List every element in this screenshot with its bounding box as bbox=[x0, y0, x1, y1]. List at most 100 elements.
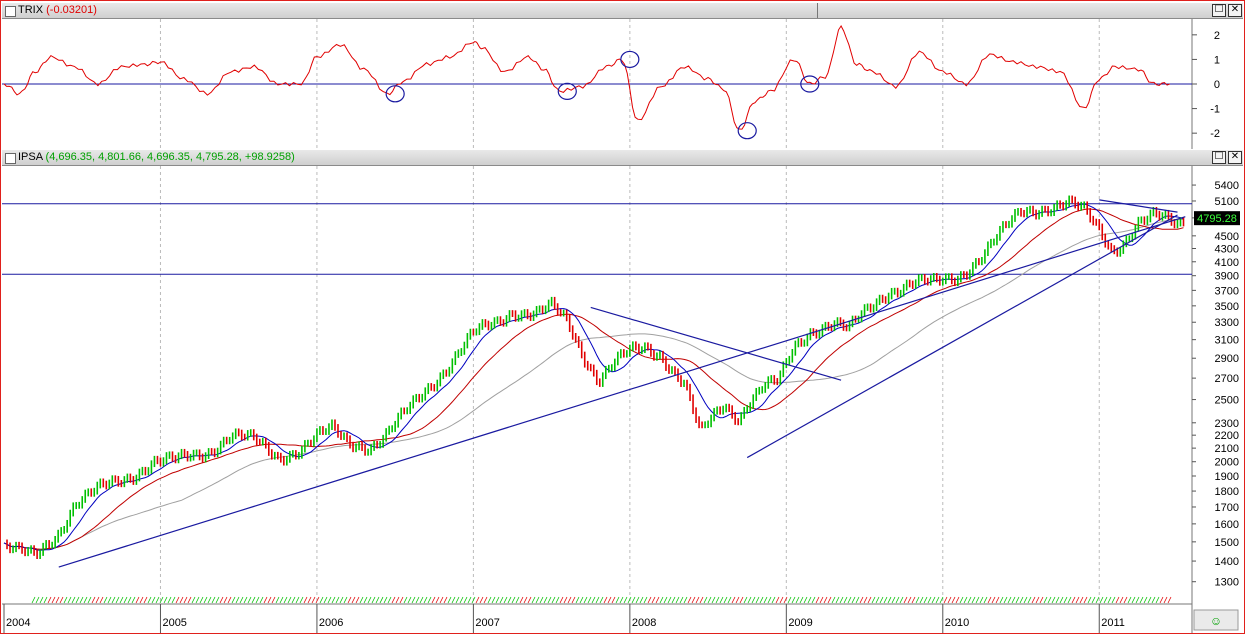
price-date-hatch bbox=[543, 596, 548, 604]
price-date-hatch bbox=[675, 596, 680, 604]
trix-circle-annotation bbox=[385, 85, 405, 103]
price-date-hatch bbox=[851, 596, 856, 604]
maximize-icon[interactable]: ☐ bbox=[1212, 4, 1226, 17]
price-date-hatch bbox=[323, 596, 328, 604]
close-icon[interactable]: ✕ bbox=[1228, 4, 1242, 17]
price-date-hatch bbox=[547, 596, 552, 604]
price-date-hatch bbox=[1159, 596, 1164, 604]
price-xtick-label: 2006 bbox=[319, 617, 343, 629]
price-date-hatch bbox=[703, 596, 708, 604]
price-date-hatch bbox=[911, 596, 916, 604]
price-date-hatch bbox=[847, 596, 852, 604]
price-date-hatch bbox=[899, 596, 904, 604]
price-date-hatch bbox=[563, 596, 568, 604]
price-date-hatch bbox=[359, 596, 364, 604]
price-ytick-label: 2100 bbox=[1215, 443, 1239, 455]
price-trendline bbox=[746, 214, 1178, 459]
price-date-hatch bbox=[339, 596, 344, 604]
price-panel-title: IPSA (4,696.35, 4,801.66, 4,696.35, 4,79… bbox=[18, 150, 295, 165]
price-date-hatch bbox=[539, 596, 544, 604]
price-chart: 2004 2005 2006 2007 2008 2009 2010 2011 5400 5100… bbox=[2, 166, 1240, 633]
price-date-hatch bbox=[95, 596, 100, 604]
price-date-hatch bbox=[395, 596, 400, 604]
price-date-hatch bbox=[491, 596, 496, 604]
price-date-hatch bbox=[427, 596, 432, 604]
price-date-hatch bbox=[203, 596, 208, 604]
maximize-icon[interactable]: ☐ bbox=[1212, 151, 1226, 164]
price-date-hatch bbox=[423, 596, 428, 604]
price-date-hatch bbox=[987, 596, 992, 604]
price-date-hatch bbox=[183, 596, 188, 604]
trix-panel-titlebar: TRIX (-0.03201) ☐ ✕ bbox=[2, 2, 1243, 19]
price-date-hatch bbox=[799, 596, 804, 604]
price-date-hatch bbox=[467, 596, 472, 604]
price-date-hatch bbox=[1011, 596, 1016, 604]
trix-chart: 2 1 0 -1 -2 bbox=[2, 19, 1220, 149]
price-date-hatch bbox=[123, 596, 128, 604]
price-date-hatch bbox=[251, 596, 256, 604]
price-date-hatch bbox=[315, 596, 320, 604]
price-date-hatch bbox=[439, 596, 444, 604]
price-date-hatch bbox=[1067, 596, 1072, 604]
price-date-hatch bbox=[1043, 596, 1048, 604]
price-date-hatch bbox=[651, 596, 656, 604]
price-ma-slow-line bbox=[3, 208, 1184, 550]
price-date-hatch bbox=[239, 596, 244, 604]
price-ytick-label: 1800 bbox=[1215, 486, 1239, 498]
panel-grip-icon[interactable] bbox=[5, 6, 16, 17]
price-ytick-label: 4300 bbox=[1215, 244, 1239, 256]
price-date-hatch bbox=[91, 596, 96, 604]
price-panel-titlebar: IPSA (4,696.35, 4,801.66, 4,696.35, 4,79… bbox=[2, 149, 1243, 166]
price-date-hatch bbox=[179, 596, 184, 604]
price-ytick-label: 2000 bbox=[1215, 457, 1239, 469]
price-date-hatch bbox=[619, 596, 624, 604]
price-date-hatch bbox=[783, 596, 788, 604]
price-date-hatch bbox=[1119, 596, 1124, 604]
price-date-hatch bbox=[887, 596, 892, 604]
price-date-hatch bbox=[639, 596, 644, 604]
price-date-hatch bbox=[1163, 596, 1168, 604]
close-icon[interactable]: ✕ bbox=[1228, 151, 1242, 164]
price-date-hatch bbox=[1107, 596, 1112, 604]
price-date-hatch bbox=[843, 596, 848, 604]
price-date-hatch bbox=[199, 596, 204, 604]
price-date-hatch bbox=[1127, 596, 1132, 604]
price-date-hatch bbox=[87, 596, 92, 604]
price-date-hatch bbox=[1167, 596, 1172, 604]
price-date-hatch bbox=[347, 596, 352, 604]
price-date-hatch bbox=[459, 596, 464, 604]
price-date-hatch bbox=[571, 596, 576, 604]
price-date-hatch bbox=[175, 596, 180, 604]
price-date-hatch bbox=[979, 596, 984, 604]
price-date-hatch bbox=[47, 596, 52, 604]
price-date-hatch bbox=[99, 596, 104, 604]
price-date-hatch bbox=[167, 596, 172, 604]
price-date-hatch bbox=[963, 596, 968, 604]
price-date-hatch bbox=[215, 596, 220, 604]
price-ytick-label: 2500 bbox=[1215, 395, 1239, 407]
price-date-hatch bbox=[583, 596, 588, 604]
price-date-hatch bbox=[231, 596, 236, 604]
price-date-hatch bbox=[507, 596, 512, 604]
price-date-hatch bbox=[39, 596, 44, 604]
price-date-hatch bbox=[839, 596, 844, 604]
price-date-hatch bbox=[187, 596, 192, 604]
price-date-hatch bbox=[663, 596, 668, 604]
price-date-hatch bbox=[379, 596, 384, 604]
price-date-hatch bbox=[271, 596, 276, 604]
price-date-hatch bbox=[731, 596, 736, 604]
price-date-hatch bbox=[635, 596, 640, 604]
price-date-hatch bbox=[1027, 596, 1032, 604]
price-date-hatch bbox=[723, 596, 728, 604]
price-date-hatch bbox=[991, 596, 996, 604]
price-date-hatch bbox=[711, 596, 716, 604]
price-date-hatch bbox=[399, 596, 404, 604]
price-date-hatch bbox=[755, 596, 760, 604]
price-date-hatch bbox=[275, 596, 280, 604]
price-date-hatch bbox=[415, 596, 420, 604]
panel-grip-icon[interactable] bbox=[5, 153, 16, 164]
price-date-hatch bbox=[1147, 596, 1152, 604]
price-date-hatch bbox=[343, 596, 348, 604]
price-date-hatch bbox=[299, 596, 304, 604]
